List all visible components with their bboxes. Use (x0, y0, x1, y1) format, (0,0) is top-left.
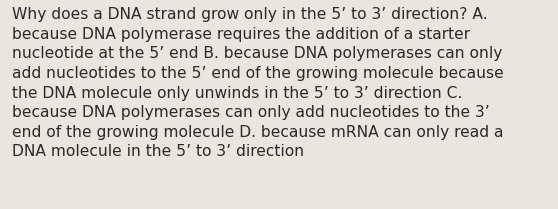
Text: Why does a DNA strand grow only in the 5’ to 3’ direction? A.
because DNA polyme: Why does a DNA strand grow only in the 5… (12, 7, 504, 159)
